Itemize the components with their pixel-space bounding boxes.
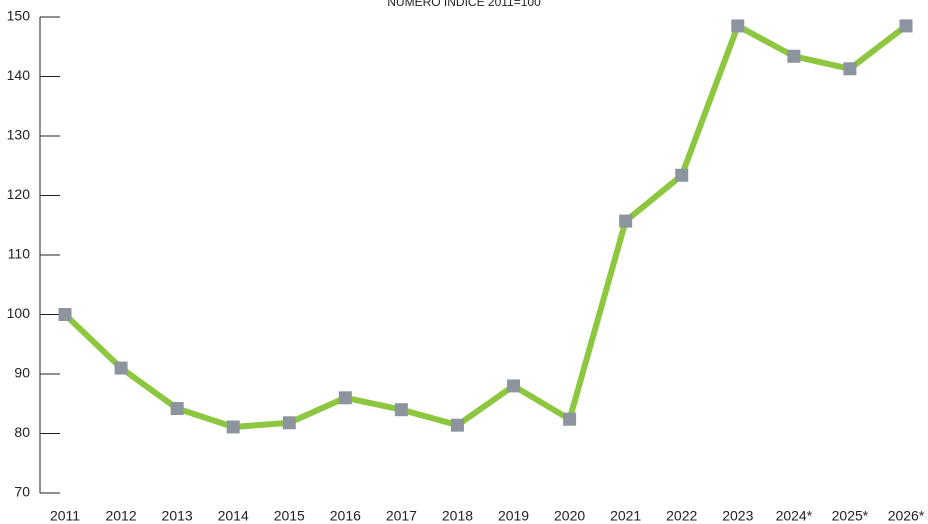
x-tick-label: 2015 [274,508,305,524]
x-tick-label: 2019 [498,508,529,524]
x-tick-label: 2018 [442,508,473,524]
x-tick-label: 2022 [666,508,697,524]
x-tick-label: 2026* [888,508,925,524]
point-marker [675,168,689,182]
point-marker [899,19,913,33]
y-tick-label: 90 [14,365,30,381]
point-marker [170,402,184,416]
point-marker [619,214,633,228]
point-marker [394,403,408,417]
x-tick-label: 2024* [776,508,813,524]
point-marker [338,391,352,405]
point-marker [282,416,296,430]
x-tick-label: 2014 [218,508,249,524]
x-tick-label: 2016 [330,508,361,524]
y-tick-label: 70 [14,484,30,500]
y-tick-label: 130 [7,127,31,143]
x-tick-label: 2021 [610,508,641,524]
y-tick-label: 120 [7,186,31,202]
series-line [62,22,908,430]
y-tick-label: 150 [7,8,31,24]
x-tick-label: 2013 [162,508,193,524]
x-tick-label: 2020 [554,508,585,524]
y-tick-label: 100 [7,305,31,321]
point-marker [507,379,521,393]
x-tick-label: 2011 [50,508,80,524]
point-marker [843,62,857,76]
point-marker [731,19,745,33]
x-tick-label: 2025* [832,508,869,524]
point-marker [450,418,464,432]
y-tick-label: 140 [7,67,31,83]
x-tick-label: 2023 [722,508,753,524]
chart-title: NÚMERO ÍNDICE 2011=100 [387,0,541,9]
y-tick-label: 80 [14,424,30,440]
point-marker [114,361,128,375]
x-tick-label: 2017 [386,508,417,524]
y-tick-label: 110 [8,246,31,262]
point-marker [563,412,577,426]
point-marker [58,308,72,321]
x-tick-label: 2012 [105,508,136,524]
point-marker [226,420,240,434]
point-marker [787,49,801,63]
